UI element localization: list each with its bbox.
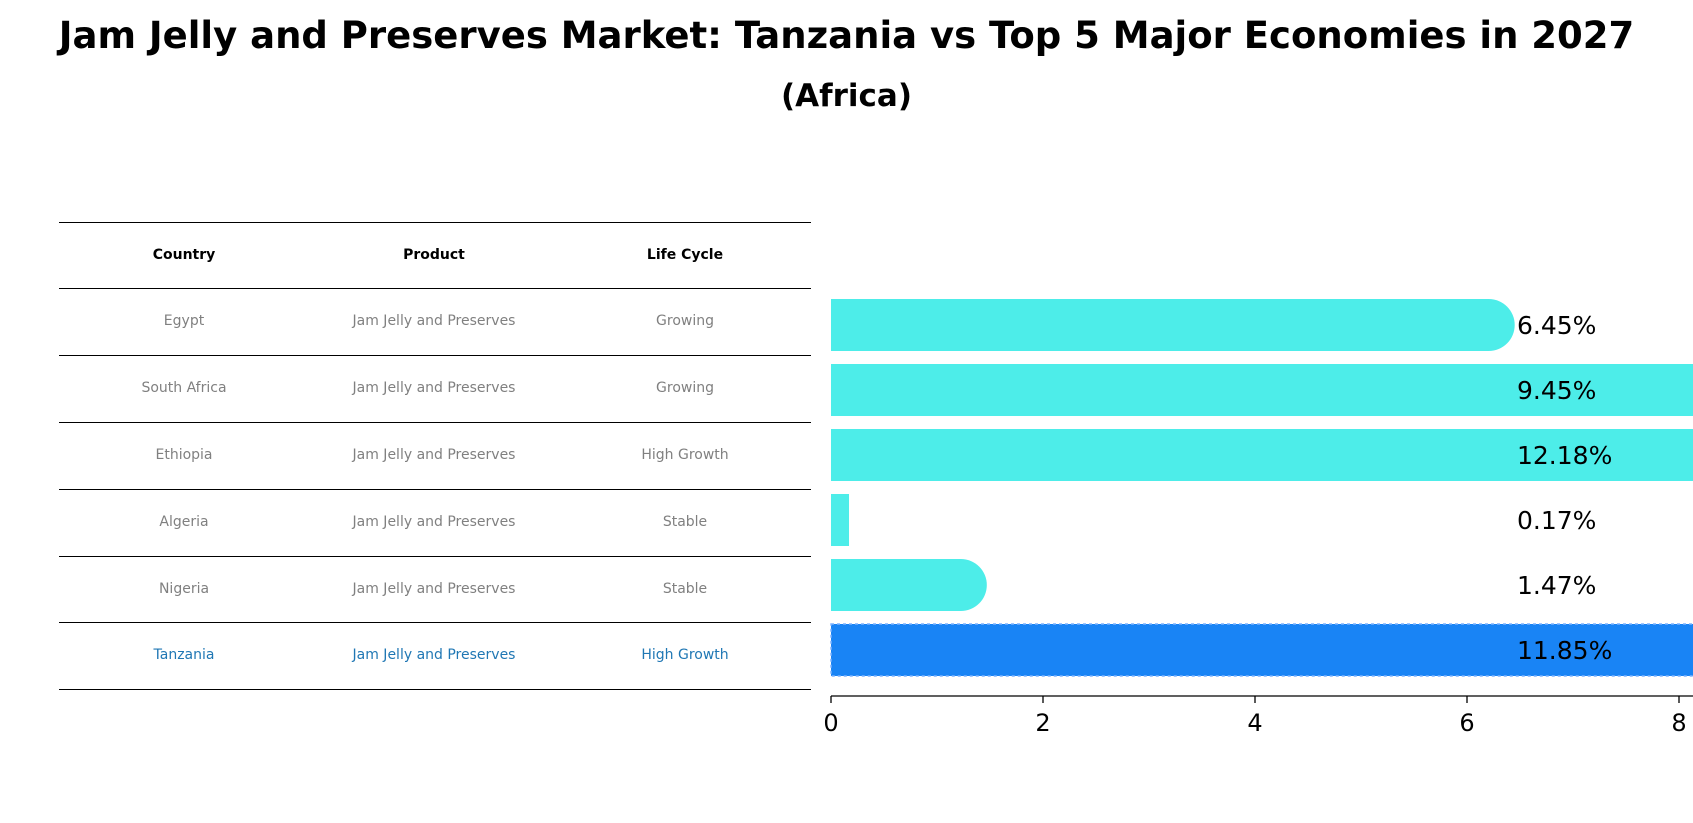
- cell-product: Jam Jelly and Preserves: [352, 313, 516, 329]
- table-rule: [59, 556, 811, 557]
- value-label: 9.45%: [1517, 376, 1596, 405]
- table-rule: [59, 288, 811, 289]
- x-tick-label: 2: [1035, 709, 1050, 737]
- cell-country: Algeria: [159, 514, 209, 530]
- bar-south-africa: [831, 364, 1693, 416]
- table-row: Nigeria Jam Jelly and Preserves Stable: [59, 556, 811, 622]
- cell-product: Jam Jelly and Preserves: [352, 380, 516, 396]
- table-rule: [59, 422, 811, 423]
- bar-egypt: [831, 299, 1515, 351]
- cell-product: Jam Jelly and Preserves: [352, 514, 516, 530]
- bar-ethiopia: [831, 429, 1693, 481]
- cell-country: South Africa: [141, 380, 227, 396]
- table-row: Egypt Jam Jelly and Preserves Growing: [59, 288, 811, 354]
- bar-nigeria: [831, 559, 987, 611]
- value-label: 1.47%: [1517, 571, 1596, 600]
- table-row: South Africa Jam Jelly and Preserves Gro…: [59, 355, 811, 421]
- table-header-row: Country Product Life Cycle: [59, 222, 811, 288]
- value-label: 11.85%: [1517, 636, 1612, 665]
- x-axis: 024681012: [823, 695, 1693, 737]
- cell-product: Jam Jelly and Preserves: [352, 581, 516, 597]
- table-row-highlighted: Tanzania Jam Jelly and Preserves High Gr…: [59, 622, 811, 688]
- cell-life-cycle: Growing: [656, 380, 714, 396]
- header-country: Country: [152, 247, 216, 263]
- cell-country: Ethiopia: [155, 447, 213, 463]
- table-row: Algeria Jam Jelly and Preserves Stable: [59, 489, 811, 555]
- bars-layer: [830, 299, 1693, 677]
- table-rule: [59, 689, 811, 690]
- cell-life-cycle: Growing: [656, 313, 714, 329]
- chart-title: Jam Jelly and Preserves Market: Tanzania…: [58, 14, 1635, 57]
- cell-country: Tanzania: [153, 647, 215, 663]
- header-life-cycle: Life Cycle: [646, 247, 724, 263]
- value-labels-layer: 6.45% 9.45% 12.18% 0.17% 1.47% 11.85%: [1517, 311, 1612, 665]
- cell-product: Jam Jelly and Preserves: [352, 447, 516, 463]
- x-tick-label: 0: [823, 709, 838, 737]
- table-rule: [59, 489, 811, 490]
- x-tick-label: 6: [1459, 709, 1474, 737]
- x-tick-label: 4: [1247, 709, 1262, 737]
- value-label: 0.17%: [1517, 506, 1596, 535]
- cell-life-cycle: Stable: [662, 514, 708, 530]
- bar-tanzania: [830, 623, 1693, 677]
- table-rule: [59, 222, 811, 223]
- value-label: 12.18%: [1517, 441, 1612, 470]
- value-label: 6.45%: [1517, 311, 1596, 340]
- cell-life-cycle: High Growth: [641, 447, 729, 463]
- cell-country: Egypt: [163, 313, 205, 329]
- table-rule: [59, 355, 811, 356]
- cell-product: Jam Jelly and Preserves: [352, 647, 516, 663]
- cell-life-cycle: Stable: [662, 581, 708, 597]
- bar-algeria: [831, 494, 850, 546]
- header-product: Product: [403, 247, 465, 263]
- chart-subtitle: (Africa): [780, 78, 913, 114]
- table-row: Ethiopia Jam Jelly and Preserves High Gr…: [59, 422, 811, 488]
- x-tick-label: 8: [1671, 709, 1686, 737]
- table-rule: [59, 622, 811, 623]
- cell-country: Nigeria: [158, 581, 210, 597]
- cell-life-cycle: High Growth: [641, 647, 729, 663]
